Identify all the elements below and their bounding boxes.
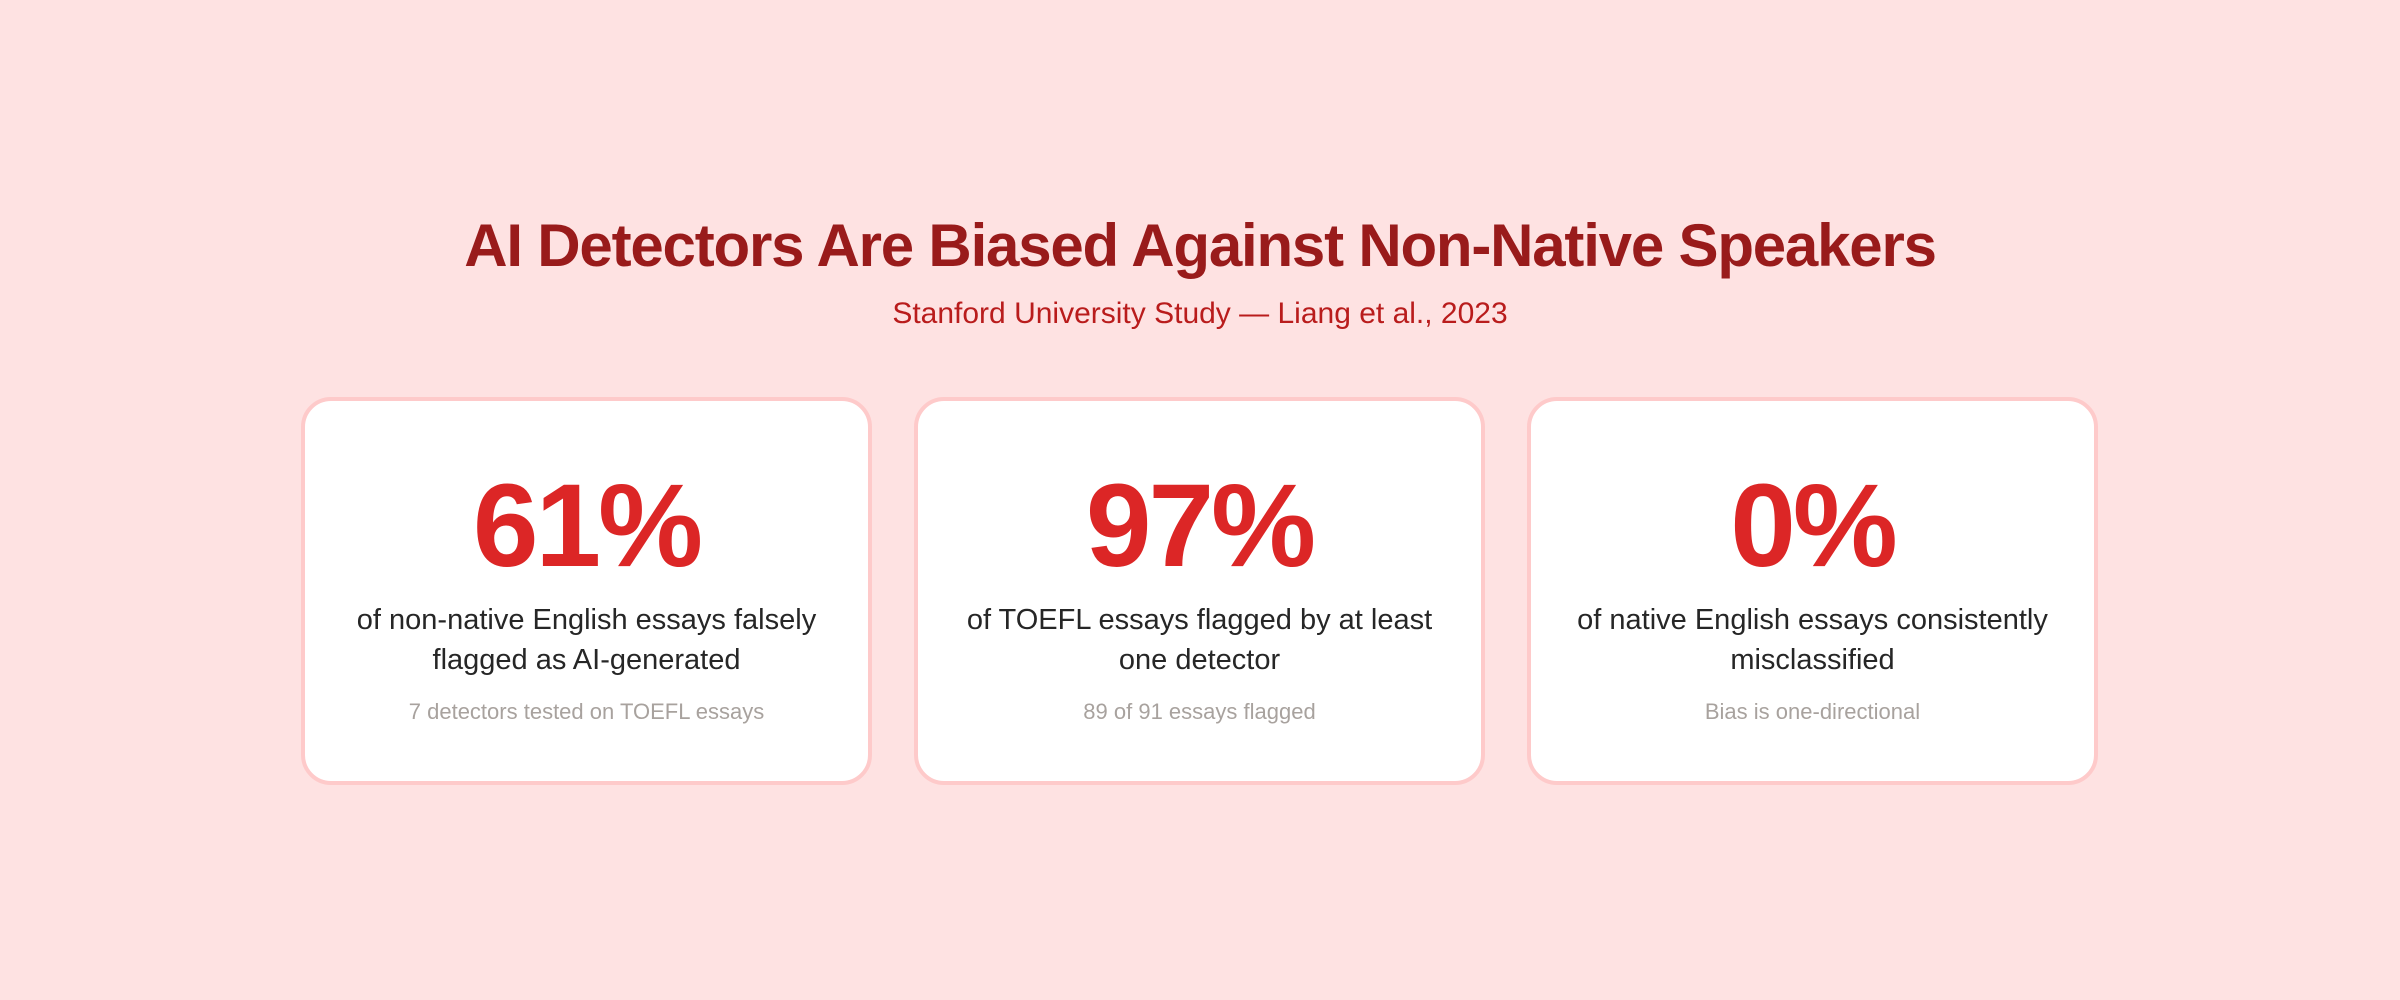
stat-value: 61% (472, 460, 703, 592)
stat-card-non-native-flagged: 61% of non-native English essays falsely… (301, 397, 872, 785)
stat-value: 97% (1085, 460, 1316, 592)
stat-note: 7 detectors tested on TOEFL essays (408, 699, 765, 724)
stat-card-toefl-flagged: 97% of TOEFL essays flagged by at least … (914, 397, 1485, 785)
page-title: AI Detectors Are Biased Against Non-Nati… (464, 212, 1937, 279)
stat-description: of non-native English essays falsely fla… (356, 604, 817, 676)
stat-note: Bias is one-directional (1704, 699, 1921, 724)
stat-cards: 61% of non-native English essays falsely… (301, 397, 2098, 785)
stat-description: of native English essays consistently mi… (1577, 604, 2048, 676)
page-subtitle: Stanford University Study — Liang et al.… (892, 297, 1508, 330)
stat-card-native-misclassified: 0% of native English essays consistently… (1527, 397, 2098, 785)
stat-value: 0% (1730, 460, 1898, 592)
stat-description: of TOEFL essays flagged by at least one … (966, 604, 1433, 676)
stat-note: 89 of 91 essays flagged (1083, 699, 1316, 724)
